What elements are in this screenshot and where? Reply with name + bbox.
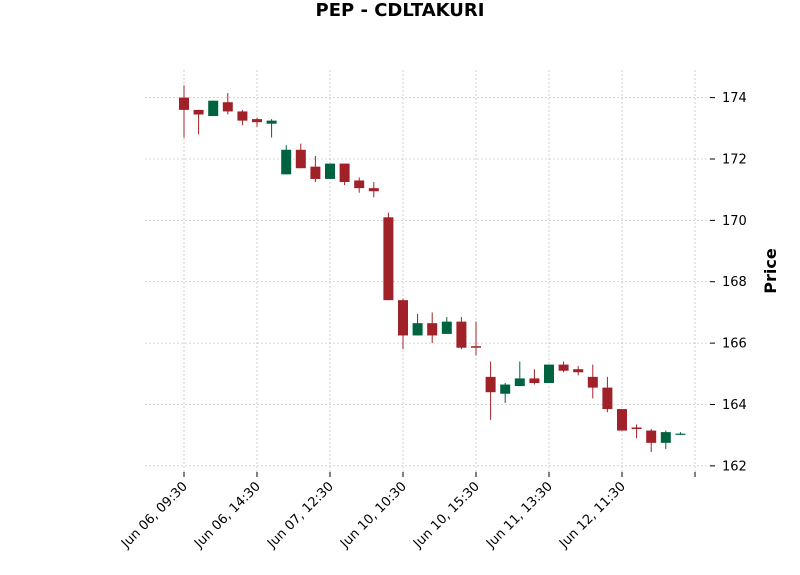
candle-body [617,409,627,431]
candle-body [602,387,613,410]
candle-body [281,149,292,175]
candle-body [237,111,248,121]
candle-body [544,364,554,384]
candle-body [646,430,657,443]
candle-body [368,188,379,192]
candle-body [675,433,686,435]
candle-body [456,321,467,348]
y-tick-label: 168 [722,275,747,290]
candle-body [427,323,438,336]
candle-body [500,384,511,394]
chart-title: PEP - CDLTAKURI [315,0,485,21]
candle-body [208,100,219,117]
candle-body [660,432,671,443]
candle-body [558,364,569,371]
x-tick-label: Jun 10, 10:30 [337,479,410,552]
candle-body [485,376,496,393]
candle-body [471,346,481,348]
y-tick-label: 164 [722,398,747,413]
y-tick-label: 170 [722,214,747,229]
candle-body [325,163,335,179]
candle-body [573,369,584,373]
y-tick-label: 174 [722,91,747,106]
candle-body [441,321,452,334]
candle-body [193,109,204,115]
candle-body [310,166,321,179]
y-tick-label: 162 [722,459,747,474]
y-axis-label: Price [761,248,780,294]
candle-body [266,120,277,124]
candle-body [412,323,423,336]
candle-body [383,217,394,301]
x-tick-label: Jun 12, 11:30 [556,479,629,552]
candle-body [179,97,189,110]
x-tick-label: Jun 07, 12:30 [264,479,337,552]
x-tick-label: Jun 06, 09:30 [118,479,191,552]
candle-body [529,378,540,384]
candle-body [514,378,525,387]
x-tick-label: Jun 10, 15:30 [410,479,483,552]
x-tick-label: Jun 11, 13:30 [483,479,556,552]
candle-body [252,119,262,123]
candle-body [587,376,598,388]
candle-body [631,427,642,430]
y-tick-label: 172 [722,152,747,167]
candle-body [222,102,233,112]
candle-body [398,300,408,336]
candle-body [339,163,350,183]
y-tick-label: 166 [722,337,747,352]
candle-body [295,149,306,169]
candle-body [354,180,365,189]
x-tick-label: Jun 06, 14:30 [191,479,264,552]
